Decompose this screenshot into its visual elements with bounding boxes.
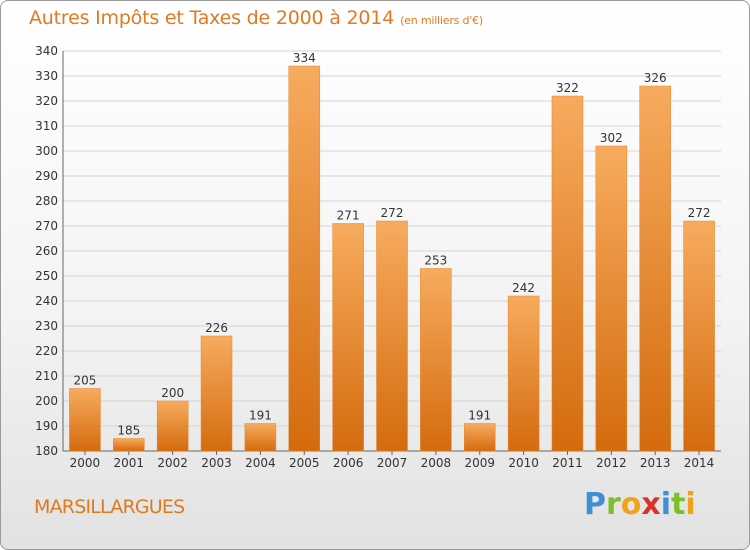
y-tick-label: 340 bbox=[35, 44, 58, 58]
data-label-2006: 271 bbox=[337, 209, 360, 223]
bar-2005 bbox=[288, 65, 321, 452]
bars bbox=[69, 65, 715, 452]
x-tick-label-2011: 2011 bbox=[552, 456, 583, 470]
y-tick-label: 250 bbox=[35, 269, 58, 283]
y-tick-label: 290 bbox=[35, 169, 58, 183]
bar-2003 bbox=[200, 335, 233, 452]
chart-title-unit: (en milliers d'€) bbox=[400, 14, 483, 27]
x-tick-label-2005: 2005 bbox=[289, 456, 320, 470]
y-tick-label: 330 bbox=[35, 69, 58, 83]
x-tick-label-2013: 2013 bbox=[640, 456, 671, 470]
bar-2001 bbox=[113, 438, 145, 452]
data-label-2005: 334 bbox=[293, 51, 316, 65]
bar-2011 bbox=[551, 95, 584, 452]
y-tick-label: 310 bbox=[35, 119, 58, 133]
y-tick-label: 270 bbox=[35, 219, 58, 233]
y-tick-label: 190 bbox=[35, 419, 58, 433]
bar-2002 bbox=[156, 400, 189, 452]
bar-2009 bbox=[463, 423, 496, 452]
y-tick-label: 320 bbox=[35, 94, 58, 108]
data-labels: 205 185 200 226 191 334 271 272 253 191 242 322 302 3… bbox=[73, 51, 710, 438]
y-tick-label: 300 bbox=[35, 144, 58, 158]
data-label-2011: 322 bbox=[556, 81, 579, 95]
data-label-2009: 191 bbox=[468, 409, 491, 423]
bar-2006 bbox=[332, 223, 364, 452]
bar-2004 bbox=[244, 423, 277, 452]
y-tick-label: 230 bbox=[35, 319, 58, 333]
data-label-2008: 253 bbox=[424, 254, 447, 268]
chart-title: Autres Impôts et Taxes de 2000 à 2014 (en… bbox=[29, 7, 483, 29]
data-label-2014: 272 bbox=[688, 206, 711, 220]
x-tick-label-2009: 2009 bbox=[464, 456, 495, 470]
x-tick-label-2001: 2001 bbox=[114, 456, 145, 470]
data-label-2010: 242 bbox=[512, 281, 535, 295]
data-label-2002: 200 bbox=[161, 386, 184, 400]
x-tick-label-2000: 2000 bbox=[70, 456, 101, 470]
y-tick-label: 220 bbox=[35, 344, 58, 358]
x-tick-label-2007: 2007 bbox=[377, 456, 408, 470]
data-label-2012: 302 bbox=[600, 131, 623, 145]
y-tick-label: 240 bbox=[35, 294, 58, 308]
data-label-2004: 191 bbox=[249, 409, 272, 423]
bar-2008 bbox=[420, 268, 452, 452]
chart-title-main: Autres Impôts et Taxes de 2000 à 2014 bbox=[29, 7, 395, 29]
x-tick-labels: 2000 2001 2002 2003 2004 2005 2006 2007 2008 2009… bbox=[70, 451, 715, 470]
y-tick-label: 280 bbox=[35, 194, 58, 208]
data-label-2000: 205 bbox=[73, 374, 96, 388]
city-name: MARSILLARGUES bbox=[34, 496, 185, 518]
x-tick-label-2012: 2012 bbox=[596, 456, 627, 470]
x-tick-label-2006: 2006 bbox=[333, 456, 364, 470]
y-tick-label: 200 bbox=[35, 394, 58, 408]
data-label-2013: 326 bbox=[644, 71, 667, 85]
x-tick-label-2003: 2003 bbox=[201, 456, 232, 470]
bar-2000 bbox=[69, 388, 101, 452]
data-label-2003: 226 bbox=[205, 321, 228, 335]
bar-2013 bbox=[639, 85, 671, 452]
x-tick-label-2014: 2014 bbox=[684, 456, 715, 470]
bar-2014 bbox=[683, 220, 715, 452]
bar-2010 bbox=[507, 295, 540, 452]
proxiti-logo: Proxiti bbox=[584, 487, 696, 522]
data-label-2007: 272 bbox=[381, 206, 404, 220]
x-tick-label-2002: 2002 bbox=[157, 456, 188, 470]
y-tick-label: 260 bbox=[35, 244, 58, 258]
y-tick-label: 180 bbox=[35, 444, 58, 458]
x-tick-label-2008: 2008 bbox=[421, 456, 452, 470]
y-tick-label: 210 bbox=[35, 369, 58, 383]
x-tick-label-2004: 2004 bbox=[245, 456, 276, 470]
y-tick-labels: 180 190 200 210 220 230 240 250 260 270 280 290 300 3… bbox=[35, 44, 58, 458]
bar-2012 bbox=[595, 145, 628, 452]
data-label-2001: 185 bbox=[117, 424, 140, 438]
bar-2007 bbox=[376, 220, 408, 452]
x-tick-label-2010: 2010 bbox=[508, 456, 539, 470]
